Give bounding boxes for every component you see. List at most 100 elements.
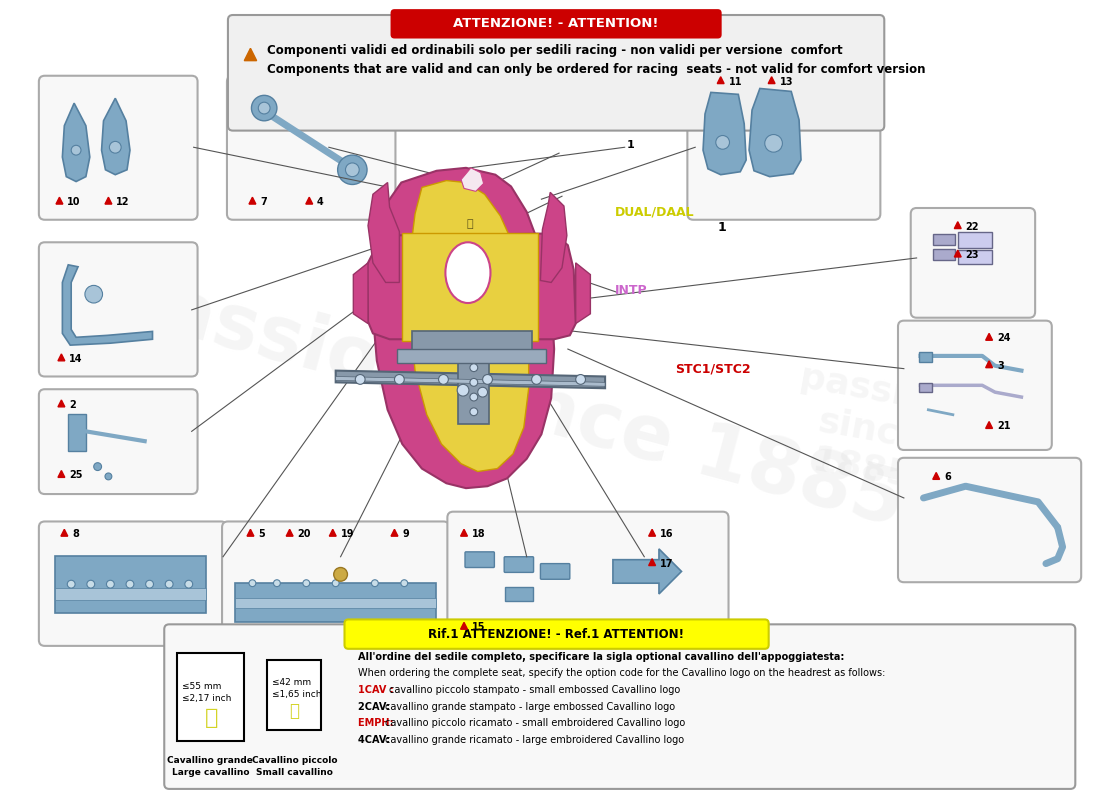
Circle shape bbox=[333, 567, 348, 582]
Text: Rif.1 ATTENZIONE! - Ref.1 ATTENTION!: Rif.1 ATTENZIONE! - Ref.1 ATTENTION! bbox=[428, 628, 684, 641]
Circle shape bbox=[72, 146, 81, 155]
FancyBboxPatch shape bbox=[504, 557, 534, 573]
FancyBboxPatch shape bbox=[39, 522, 227, 646]
Text: Componenti validi ed ordinabili solo per sedili racing - non validi per versione: Componenti validi ed ordinabili solo per… bbox=[267, 44, 843, 57]
Polygon shape bbox=[955, 250, 961, 257]
Circle shape bbox=[764, 134, 782, 152]
Polygon shape bbox=[244, 48, 256, 61]
Circle shape bbox=[85, 286, 102, 303]
Circle shape bbox=[302, 580, 310, 586]
Circle shape bbox=[104, 473, 112, 480]
Text: 🐴: 🐴 bbox=[289, 702, 299, 719]
Polygon shape bbox=[368, 182, 399, 282]
Text: 2CAV:: 2CAV: bbox=[359, 702, 394, 712]
Bar bbox=[412, 331, 531, 353]
Polygon shape bbox=[461, 168, 484, 191]
Text: STC1/STC2: STC1/STC2 bbox=[674, 362, 750, 375]
Text: 19: 19 bbox=[341, 530, 354, 539]
Text: 13: 13 bbox=[780, 77, 793, 86]
FancyBboxPatch shape bbox=[344, 619, 769, 649]
Bar bbox=[918, 383, 933, 392]
FancyBboxPatch shape bbox=[465, 552, 494, 567]
Circle shape bbox=[483, 374, 493, 384]
Text: 12: 12 bbox=[117, 197, 130, 207]
Polygon shape bbox=[649, 558, 656, 566]
Polygon shape bbox=[933, 473, 939, 479]
Text: passion since 1885: passion since 1885 bbox=[102, 258, 912, 542]
Polygon shape bbox=[248, 530, 254, 536]
Polygon shape bbox=[390, 530, 398, 536]
FancyBboxPatch shape bbox=[688, 66, 880, 220]
Polygon shape bbox=[575, 263, 591, 323]
Circle shape bbox=[575, 374, 585, 384]
Polygon shape bbox=[461, 530, 468, 536]
Text: 14: 14 bbox=[69, 354, 82, 364]
Polygon shape bbox=[613, 549, 682, 594]
Text: cavallino piccolo ricamato - small embroidered Cavallino logo: cavallino piccolo ricamato - small embro… bbox=[385, 718, 685, 728]
Circle shape bbox=[94, 462, 101, 470]
Polygon shape bbox=[409, 181, 529, 471]
Polygon shape bbox=[58, 354, 65, 361]
Polygon shape bbox=[336, 377, 605, 386]
Bar bbox=[918, 352, 933, 362]
FancyBboxPatch shape bbox=[898, 321, 1052, 450]
Polygon shape bbox=[986, 422, 992, 429]
Circle shape bbox=[355, 374, 365, 384]
Text: 5: 5 bbox=[258, 530, 265, 539]
Bar bbox=[55, 588, 207, 600]
Circle shape bbox=[249, 580, 256, 586]
Polygon shape bbox=[60, 530, 68, 536]
Polygon shape bbox=[101, 98, 130, 174]
Text: Components that are valid and can only be ordered for racing  seats - not valid : Components that are valid and can only b… bbox=[267, 63, 925, 76]
Text: All'ordine del sedile completo, specificare la sigla optional cavallino dell'app: All'ordine del sedile completo, specific… bbox=[359, 652, 845, 662]
FancyBboxPatch shape bbox=[222, 522, 449, 646]
Text: 🐴: 🐴 bbox=[205, 708, 218, 728]
Bar bbox=[55, 556, 207, 613]
Polygon shape bbox=[986, 334, 992, 340]
Circle shape bbox=[439, 374, 449, 384]
Text: 1: 1 bbox=[717, 221, 726, 234]
Polygon shape bbox=[56, 198, 63, 204]
Text: 9: 9 bbox=[403, 530, 409, 539]
FancyBboxPatch shape bbox=[164, 624, 1076, 789]
Polygon shape bbox=[955, 222, 961, 229]
Polygon shape bbox=[336, 370, 605, 388]
Polygon shape bbox=[63, 103, 90, 182]
Polygon shape bbox=[329, 530, 337, 536]
Circle shape bbox=[67, 580, 75, 588]
Circle shape bbox=[470, 378, 477, 386]
Text: 20: 20 bbox=[297, 530, 311, 539]
Text: Small cavallino: Small cavallino bbox=[256, 768, 333, 777]
FancyBboxPatch shape bbox=[39, 390, 198, 494]
Circle shape bbox=[332, 580, 339, 586]
Polygon shape bbox=[353, 263, 369, 323]
Text: Cavallino grande: Cavallino grande bbox=[167, 756, 253, 765]
Circle shape bbox=[470, 364, 477, 371]
Bar bbox=[267, 660, 321, 730]
FancyBboxPatch shape bbox=[540, 563, 570, 579]
Polygon shape bbox=[104, 198, 112, 204]
Text: 11: 11 bbox=[728, 77, 743, 86]
Circle shape bbox=[345, 163, 360, 177]
Polygon shape bbox=[649, 530, 656, 536]
Polygon shape bbox=[58, 400, 65, 407]
Circle shape bbox=[477, 387, 487, 397]
Circle shape bbox=[126, 580, 134, 588]
Text: passion
since
1885: passion since 1885 bbox=[783, 360, 956, 498]
Text: INTP: INTP bbox=[615, 284, 648, 297]
Circle shape bbox=[458, 384, 469, 396]
Bar bbox=[177, 653, 243, 741]
Circle shape bbox=[338, 155, 367, 185]
Bar bbox=[68, 414, 86, 451]
Text: 1CAV :: 1CAV : bbox=[359, 685, 397, 695]
Polygon shape bbox=[717, 77, 724, 83]
Circle shape bbox=[395, 374, 405, 384]
Text: ≤1,65 inch: ≤1,65 inch bbox=[272, 690, 321, 699]
Polygon shape bbox=[749, 89, 801, 177]
Text: 17: 17 bbox=[660, 558, 673, 569]
Circle shape bbox=[258, 102, 271, 114]
Polygon shape bbox=[367, 234, 575, 339]
Text: 16: 16 bbox=[660, 530, 673, 539]
Polygon shape bbox=[306, 198, 312, 204]
Polygon shape bbox=[249, 198, 256, 204]
